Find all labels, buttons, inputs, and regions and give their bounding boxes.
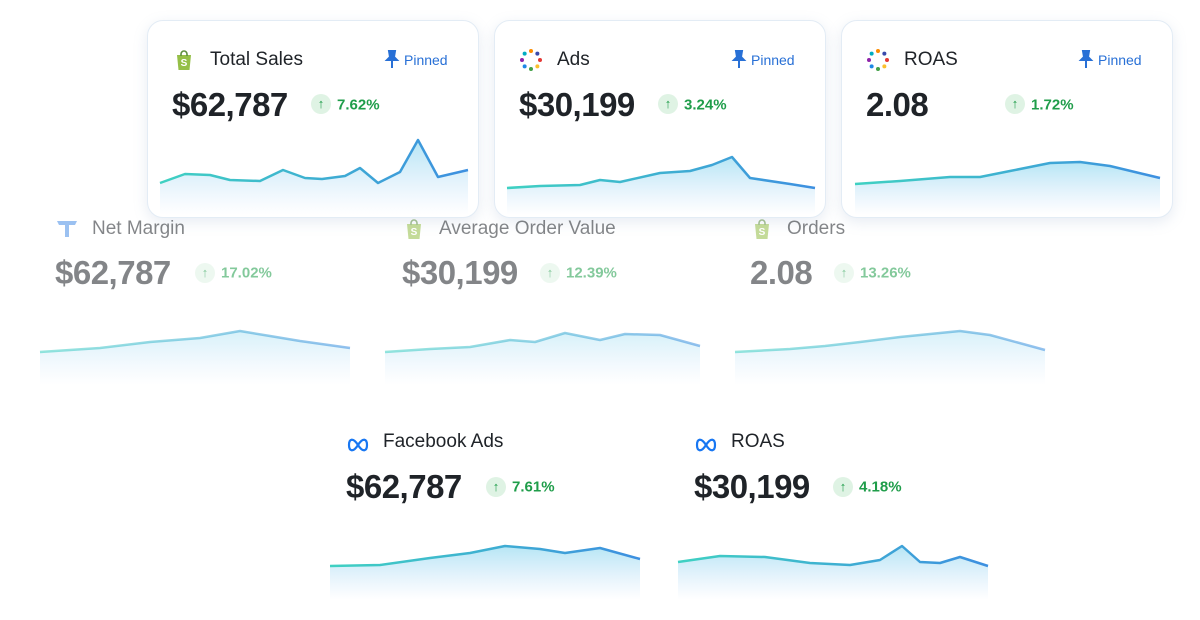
icon: S [177, 50, 191, 70]
sparkline [734, 329, 1046, 354]
card-change: 12.39% [566, 264, 617, 282]
sparkline-area [330, 546, 640, 600]
card-change: 1.72% [1031, 96, 1074, 114]
sparkline [39, 329, 351, 354]
card-title: ROAS [904, 49, 958, 70]
pinned-label: Pinned [1098, 52, 1142, 68]
icon: S [755, 219, 769, 239]
icon [695, 438, 717, 452]
icon [347, 438, 369, 452]
card-title: Net Margin [92, 218, 185, 239]
card-value: $30,199 [402, 254, 518, 291]
change-icon: ↑ [486, 477, 506, 497]
change-icon: ↑ [195, 263, 215, 283]
svg-text:S: S [759, 227, 766, 238]
icon [731, 50, 747, 68]
card-title: Facebook Ads [383, 431, 504, 452]
card-value: $62,787 [55, 254, 171, 291]
card-value: $30,199 [519, 86, 635, 123]
pinned-label: Pinned [404, 52, 448, 68]
icon [867, 49, 889, 71]
card-title: Average Order Value [439, 218, 616, 239]
card-value: $62,787 [172, 86, 288, 123]
change-icon: ↑ [311, 94, 331, 114]
card-title: Ads [557, 49, 590, 70]
card-value: $62,787 [346, 468, 462, 505]
change-icon: ↑ [834, 263, 854, 283]
svg-text:S: S [411, 227, 418, 238]
change-icon: ↑ [658, 94, 678, 114]
sparkline-area [385, 333, 700, 385]
sparkline [329, 544, 641, 568]
card-change: 17.02% [221, 264, 272, 282]
card-title: ROAS [731, 431, 785, 452]
icon [520, 49, 542, 71]
card-value: 2.08 [866, 86, 929, 123]
sparkline [384, 331, 701, 354]
card-change: 7.62% [337, 96, 380, 114]
sparkline [677, 544, 989, 568]
icon [1078, 50, 1094, 68]
change-icon: ↑ [540, 263, 560, 283]
sparkline-area [678, 546, 988, 600]
pinned-label: Pinned [751, 52, 795, 68]
card-change: 4.18% [859, 478, 902, 496]
card-value: 2.08 [750, 254, 813, 291]
svg-text:S: S [181, 58, 188, 69]
change-icon: ↑ [833, 477, 853, 497]
card-title: Total Sales [210, 49, 303, 70]
card-title: Orders [787, 218, 846, 239]
icon [384, 50, 400, 68]
card-value: $30,199 [694, 468, 810, 505]
card-change: 7.61% [512, 478, 555, 496]
change-icon: ↑ [1005, 94, 1025, 114]
card-change: 3.24% [684, 96, 727, 114]
sparkline-area [40, 331, 350, 385]
sparkline-area [735, 331, 1045, 385]
card-change: 13.26% [860, 264, 911, 282]
icon [57, 221, 77, 237]
icon: S [407, 219, 421, 239]
